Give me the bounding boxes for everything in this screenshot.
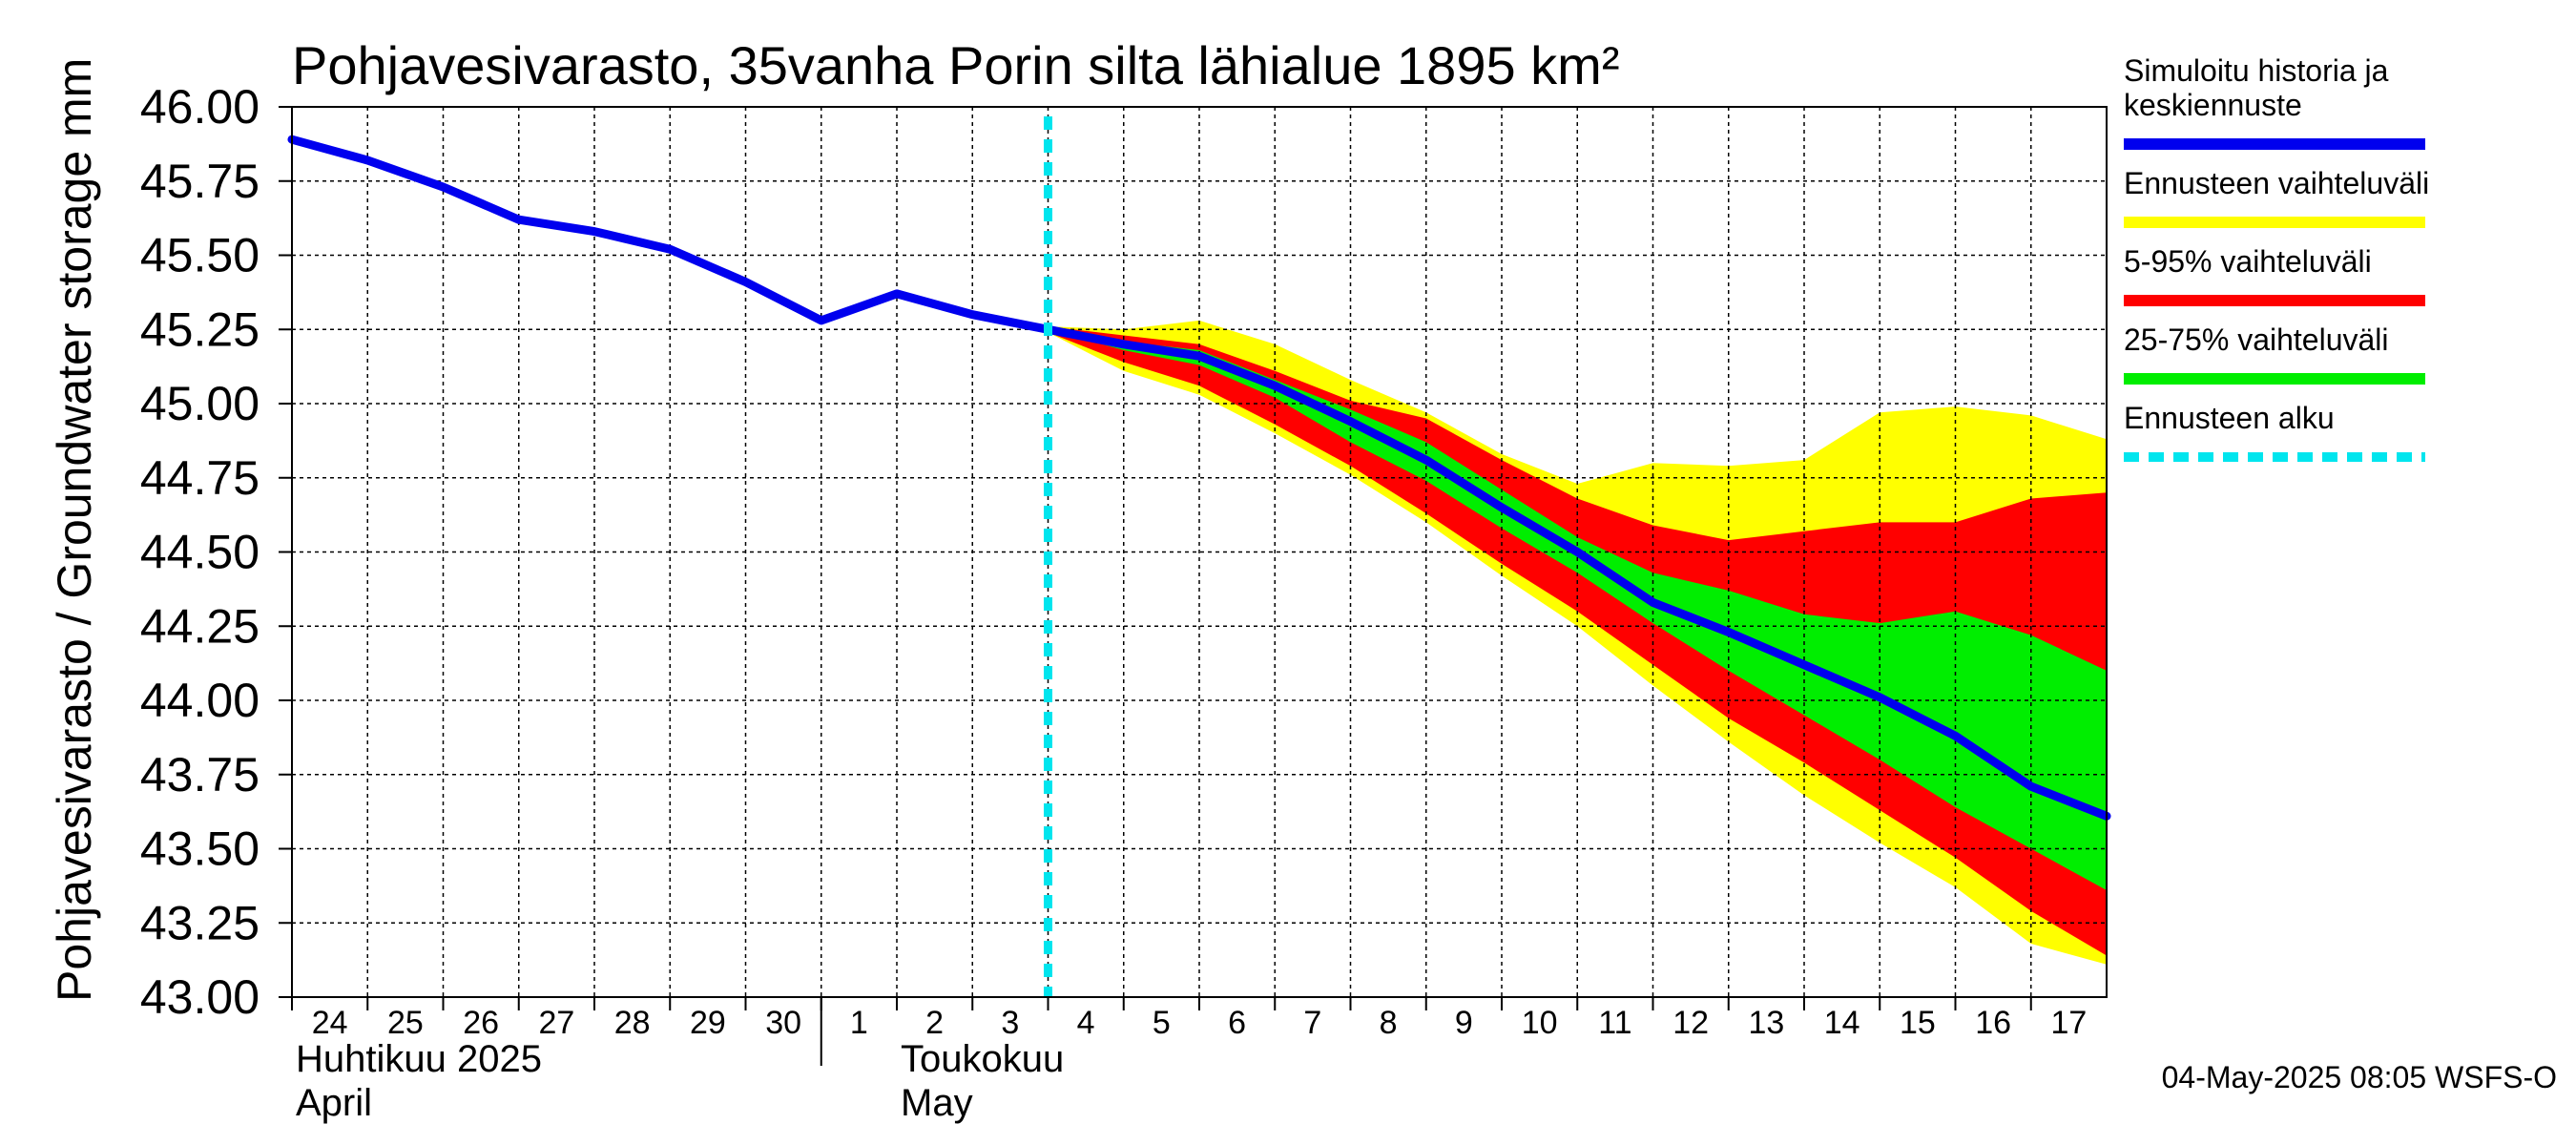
series-lines <box>287 116 2111 997</box>
footer-timestamp: 04-May-2025 08:05 WSFS-O <box>2162 1060 2557 1094</box>
x-tick-label: 25 <box>387 1005 424 1041</box>
x-tick-label: 16 <box>1975 1005 2011 1041</box>
legend-label: 5-95% vaihteluväli <box>2124 244 2372 279</box>
y-tick-label: 45.75 <box>140 155 260 208</box>
legend-label: Ennusteen vaihteluväli <box>2124 166 2429 200</box>
x-tick-label: 1 <box>850 1005 868 1041</box>
x-tick-label: 9 <box>1455 1005 1473 1041</box>
chart-title: Pohjavesivarasto, 35vanha Porin silta lä… <box>292 35 1619 95</box>
legend-label: Simuloitu historia ja <box>2124 53 2389 88</box>
band-0 <box>1048 320 2107 965</box>
legend-label: Ennusteen alku <box>2124 401 2335 435</box>
grid <box>292 106 2107 998</box>
y-axis-label: Pohjavesivarasto / Groundwater storage m… <box>48 58 101 1002</box>
x-tick-label: 2 <box>925 1005 944 1041</box>
month-label: Toukokuu <box>901 1038 1064 1080</box>
y-tick-label: 44.50 <box>140 526 260 579</box>
x-tick-label: 14 <box>1824 1005 1860 1041</box>
x-tick-label: 13 <box>1748 1005 1784 1041</box>
x-tick-label: 8 <box>1380 1005 1398 1041</box>
x-tick-label: 6 <box>1228 1005 1246 1041</box>
x-tick-label: 17 <box>2050 1005 2087 1041</box>
month-label: Huhtikuu 2025 <box>296 1038 542 1080</box>
x-tick-label: 3 <box>1001 1005 1019 1041</box>
legend-label: 25-75% vaihteluväli <box>2124 323 2389 357</box>
y-tick-label: 43.00 <box>140 970 260 1024</box>
x-tick-label: 5 <box>1153 1005 1171 1041</box>
x-tick-label: 27 <box>538 1005 574 1041</box>
x-tick-label: 30 <box>765 1005 801 1041</box>
x-tick-label: 11 <box>1598 1005 1631 1041</box>
y-tick-label: 44.75 <box>140 451 260 505</box>
y-tick-label: 45.25 <box>140 302 260 356</box>
month-label-en: May <box>901 1082 973 1124</box>
x-tick-label: 24 <box>312 1005 348 1041</box>
x-tick-label: 28 <box>614 1005 651 1041</box>
x-tick-label: 29 <box>690 1005 726 1041</box>
y-tick-label: 43.50 <box>140 822 260 876</box>
x-tick-label: 10 <box>1522 1005 1558 1041</box>
legend-label: keskiennuste <box>2124 88 2302 122</box>
y-tick-label: 46.00 <box>140 80 260 134</box>
month-label-en: April <box>296 1082 372 1124</box>
x-tick-label: 7 <box>1303 1005 1321 1041</box>
x-tick-label: 12 <box>1672 1005 1709 1041</box>
x-tick-label: 26 <box>463 1005 499 1041</box>
y-tick-label: 45.00 <box>140 377 260 430</box>
x-tick-label: 15 <box>1900 1005 1936 1041</box>
y-tick-label: 43.75 <box>140 748 260 802</box>
y-tick-label: 44.25 <box>140 599 260 653</box>
y-tick-label: 44.00 <box>140 674 260 727</box>
axes: 46.00 45.75 45.50 45.25 45.00 44.75 44.50 44.25… <box>140 80 2108 1124</box>
series-line-0 <box>287 135 2111 821</box>
x-tick-label: 4 <box>1077 1005 1095 1041</box>
forecast-bands <box>1048 320 2107 965</box>
y-tick-label: 43.25 <box>140 896 260 949</box>
y-tick-label: 45.50 <box>140 229 260 282</box>
